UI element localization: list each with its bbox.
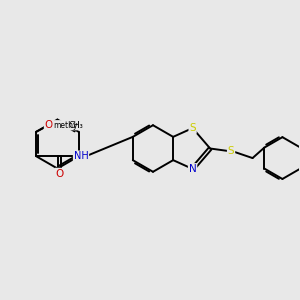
Text: N: N bbox=[189, 164, 196, 174]
Text: methyl: methyl bbox=[53, 121, 80, 130]
Text: CH₃: CH₃ bbox=[68, 121, 83, 130]
Text: O: O bbox=[45, 120, 53, 130]
Text: O: O bbox=[56, 169, 64, 178]
Text: S: S bbox=[189, 123, 196, 133]
Text: NH: NH bbox=[74, 151, 88, 161]
Text: S: S bbox=[228, 146, 234, 157]
